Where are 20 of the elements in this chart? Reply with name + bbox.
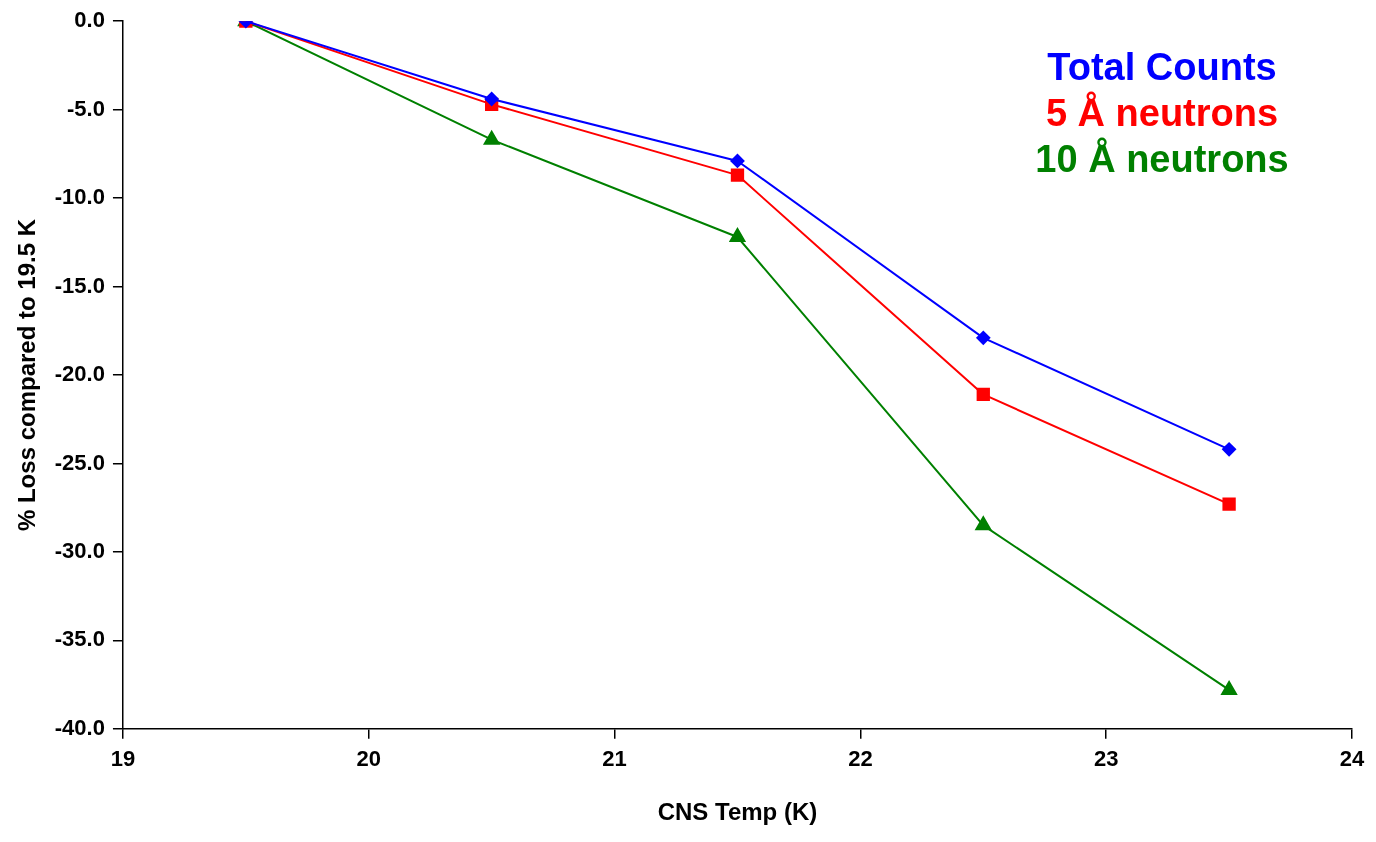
x-tick-label: 24 — [1339, 746, 1365, 772]
y-tick-label: -30.0 — [54, 537, 105, 563]
y-axis-title: % Loss compared to 19.5 K — [13, 218, 41, 532]
y-tick-label: -25.0 — [54, 449, 105, 475]
y-tick-label: -5.0 — [67, 95, 105, 121]
text: 10 Å neutrons — [1035, 136, 1289, 180]
text: 5 Å neutrons — [1045, 90, 1279, 134]
y-tick-label: -15.0 — [54, 272, 105, 298]
y-tick-label: 0.0 — [74, 7, 105, 33]
y-tick-label: -35.0 — [54, 626, 105, 652]
x-axis-title: CNS Temp (K) — [657, 798, 818, 826]
x-tick-label: 23 — [1093, 746, 1119, 772]
x-tick-label: 22 — [848, 746, 873, 772]
x-tick-label: 19 — [110, 746, 136, 772]
y-tick-label: -20.0 — [54, 361, 105, 387]
y-tick-label: -40.0 — [54, 714, 105, 740]
x-tick-label: 21 — [602, 746, 627, 772]
y-tick-label: -10.0 — [54, 184, 105, 210]
x-tick-label: 20 — [356, 746, 381, 772]
text: Total Counts — [1047, 45, 1277, 88]
